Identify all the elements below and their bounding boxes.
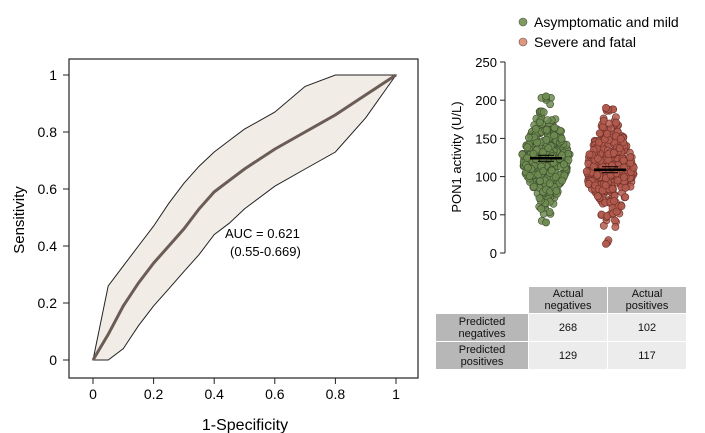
- pon1-point: [536, 195, 543, 202]
- cell-fn: 102: [608, 314, 686, 341]
- pon1-point: [613, 119, 620, 126]
- pon1-point: [524, 144, 531, 151]
- pon1-y-tick-label: 0: [490, 246, 497, 261]
- pon1-point: [540, 168, 547, 175]
- row-header-predicted-positives: Predicted positives: [436, 342, 528, 369]
- pon1-point: [611, 217, 618, 224]
- pon1-point: [545, 145, 552, 152]
- pon1-point: [609, 185, 616, 192]
- pon1-point: [616, 145, 623, 152]
- pon1-point: [594, 193, 601, 200]
- pon1-point: [604, 130, 611, 137]
- pon1-point: [583, 168, 590, 175]
- pon1-point: [534, 139, 541, 146]
- confusion-matrix: Actual negatives Actual positives Predicte…: [435, 286, 687, 370]
- pon1-point: [620, 157, 627, 164]
- col-header-actual-positives: Actual positives: [608, 287, 686, 313]
- pon1-y-tick-label: 250: [475, 55, 497, 70]
- pon1-point: [610, 149, 617, 156]
- pon1-point: [550, 159, 557, 166]
- pon1-point: [524, 164, 531, 171]
- pon1-point: [532, 125, 539, 132]
- pon1-point: [611, 197, 618, 204]
- legend-label-mild: Asymptomatic and mild: [534, 14, 679, 30]
- pon1-point: [542, 93, 549, 100]
- table-corner: [436, 287, 528, 313]
- pon1-point: [613, 208, 620, 215]
- pon1-point: [530, 150, 537, 157]
- pon1-point: [543, 126, 550, 133]
- pon1-point: [551, 132, 558, 139]
- cell-tn: 268: [529, 314, 607, 341]
- pon1-point: [540, 109, 547, 116]
- col-header-actual-negatives: Actual negatives: [529, 287, 607, 313]
- pon1-point: [548, 167, 555, 174]
- legend-marker-severe: [519, 38, 527, 46]
- pon1-point: [585, 180, 592, 187]
- pon1-point: [546, 180, 553, 187]
- pon1-point: [538, 205, 545, 212]
- pon1-point: [617, 135, 624, 142]
- pon1-y-tick-label: 150: [475, 131, 497, 146]
- cell-tp: 117: [608, 342, 686, 369]
- legend: Asymptomatic and mild Severe and fatal: [519, 14, 679, 50]
- pon1-point: [559, 177, 566, 184]
- pon1-point: [608, 162, 615, 169]
- cell-fp: 129: [529, 342, 607, 369]
- pon1-point: [525, 134, 532, 141]
- pon1-point: [602, 240, 609, 247]
- pon1-y-tick-label: 100: [475, 170, 497, 185]
- pon1-point: [602, 104, 609, 111]
- pon1-point: [600, 222, 607, 229]
- pon1-y-axis-title: PON1 activity (U/L): [449, 101, 464, 212]
- pon1-point: [544, 117, 551, 124]
- pon1-point: [553, 187, 560, 194]
- pon1-point: [543, 136, 550, 143]
- pon1-point: [627, 154, 634, 161]
- pon1-point: [542, 219, 549, 226]
- pon1-point: [594, 171, 601, 178]
- legend-label-severe: Severe and fatal: [534, 34, 636, 50]
- pon1-point: [586, 151, 593, 158]
- pon1-point: [526, 173, 533, 180]
- pon1-point: [530, 183, 537, 190]
- row-header-predicted-negatives: Predicted negatives: [436, 314, 528, 341]
- pon1-point: [558, 135, 565, 142]
- legend-marker-mild: [519, 18, 527, 26]
- pon1-y-tick-label: 50: [483, 208, 497, 223]
- pon1-point: [622, 194, 629, 201]
- pon1-point: [551, 124, 558, 131]
- pon1-point: [602, 182, 609, 189]
- pon1-point: [546, 208, 553, 215]
- pon1-point: [536, 119, 543, 126]
- pon1-y-tick-label: 200: [475, 93, 497, 108]
- pon1-point: [614, 177, 621, 184]
- pon1-point: [524, 154, 531, 161]
- pon1-point: [606, 120, 613, 127]
- pon1-point: [560, 161, 567, 168]
- pon1-point: [594, 155, 601, 162]
- pon1-point: [622, 184, 629, 191]
- pon1-point: [612, 223, 619, 230]
